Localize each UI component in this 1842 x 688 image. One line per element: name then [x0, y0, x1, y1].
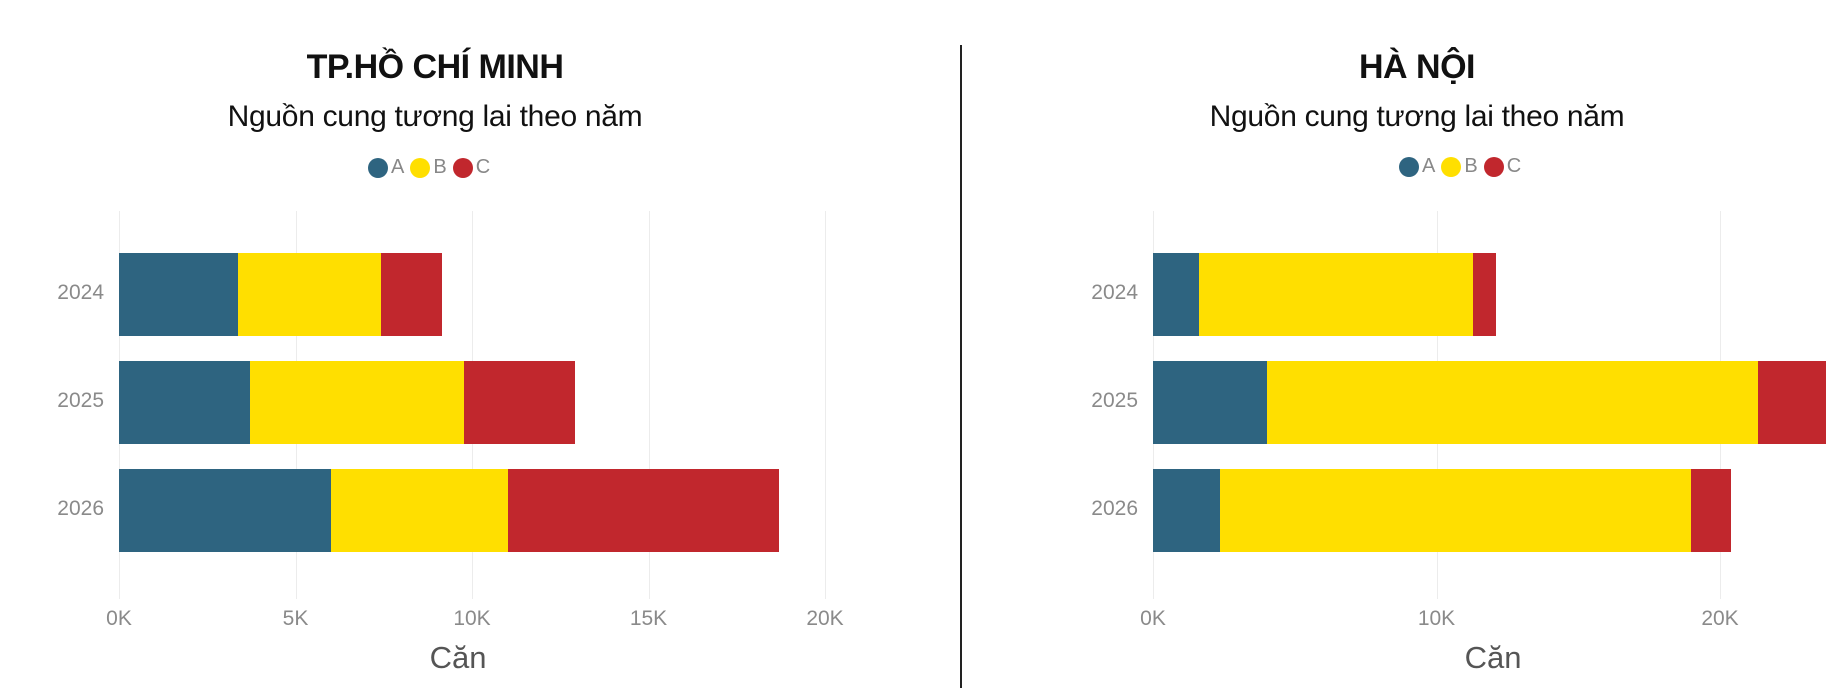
bar-2025[interactable] — [1153, 361, 1826, 444]
bar-2025[interactable] — [119, 361, 576, 444]
y-tick-label: 2025 — [57, 389, 104, 412]
x-tick-label: 10K — [453, 607, 491, 630]
x-tick-label: 0K — [106, 607, 132, 630]
legend-label: B — [433, 156, 447, 178]
plot-area — [119, 211, 826, 599]
bar-segment-a[interactable] — [119, 253, 238, 336]
bar-segment-b[interactable] — [330, 469, 508, 552]
x-tick-label: 15K — [629, 607, 668, 630]
legend-label: A — [1422, 155, 1436, 177]
legend-item-b[interactable]: B — [410, 156, 447, 179]
chart-panel-hcmc: TP.HỒ CHÍ MINH Nguồn cung tương lai theo… — [57, 48, 844, 675]
bar-segment-c[interactable] — [1473, 253, 1497, 336]
chart-subtitle: Nguồn cung tương lai theo năm — [1209, 100, 1625, 133]
bar-segment-a[interactable] — [1153, 469, 1220, 552]
chart-subtitle: Nguồn cung tương lai theo năm — [227, 100, 643, 133]
bar-segment-b[interactable] — [1219, 469, 1691, 552]
legend: A B C — [368, 156, 490, 179]
legend-dot-icon — [452, 157, 473, 178]
bar-segment-c[interactable] — [1758, 361, 1826, 444]
plot-area — [1153, 211, 1842, 599]
bar-segment-c[interactable] — [1690, 469, 1732, 552]
bar-segment-a[interactable] — [1153, 253, 1200, 336]
x-tick-label: 20K — [806, 607, 844, 630]
bar-segment-b[interactable] — [237, 253, 381, 336]
bar-segment-b[interactable] — [249, 361, 464, 444]
legend-label: C — [475, 156, 491, 178]
bar-2026[interactable] — [119, 469, 780, 552]
chart-title: TP.HỒ CHÍ MINH — [306, 48, 564, 86]
x-tick-label: 10K — [1417, 607, 1456, 630]
legend: A B C — [1399, 155, 1521, 178]
y-tick-label: 2025 — [1091, 389, 1138, 412]
bar-segment-b[interactable] — [1266, 361, 1759, 444]
legend-dot-icon — [1441, 156, 1462, 177]
legend-item-b[interactable]: B — [1441, 155, 1478, 178]
gridline — [825, 211, 826, 599]
x-tick-label: 20K — [1701, 607, 1739, 630]
legend-label: C — [1506, 155, 1522, 177]
legend-item-a[interactable]: A — [368, 156, 404, 179]
bar-segment-a[interactable] — [119, 361, 250, 444]
legend-dot-icon — [1399, 156, 1419, 177]
x-tick-label: 5K — [282, 607, 309, 630]
legend-dot-icon — [368, 157, 388, 178]
bar-2024[interactable] — [119, 253, 442, 336]
bar-2026[interactable] — [1153, 469, 1732, 552]
bar-segment-b[interactable] — [1199, 253, 1474, 336]
legend-item-a[interactable]: A — [1399, 155, 1435, 178]
y-tick-label: 2024 — [1091, 281, 1138, 304]
gridline — [648, 211, 650, 599]
legend-label: B — [1464, 155, 1478, 177]
legend-item-c[interactable]: C — [452, 156, 491, 179]
legend-dot-icon — [410, 157, 431, 178]
chart-panel-hanoi: HÀ NỘI Nguồn cung tương lai theo năm A B… — [962, 0, 1842, 688]
x-axis-title: Căn — [1464, 640, 1522, 675]
bar-segment-a[interactable] — [119, 469, 331, 552]
legend-label: A — [391, 156, 405, 178]
x-axis-title: Căn — [429, 640, 487, 675]
y-tick-label: 2026 — [1091, 497, 1138, 520]
bar-segment-a[interactable] — [1153, 361, 1267, 444]
bar-segment-c[interactable] — [380, 253, 442, 336]
x-tick-label: 0K — [1140, 607, 1166, 630]
legend-item-c[interactable]: C — [1483, 155, 1522, 178]
bar-segment-c[interactable] — [507, 469, 780, 552]
y-tick-label: 2026 — [57, 497, 104, 520]
bar-2024[interactable] — [1153, 253, 1497, 336]
panel-divider — [960, 45, 962, 688]
y-tick-label: 2024 — [57, 281, 104, 304]
legend-dot-icon — [1483, 156, 1504, 177]
chart-title: HÀ NỘI — [1359, 48, 1476, 86]
bar-segment-c[interactable] — [463, 361, 576, 444]
